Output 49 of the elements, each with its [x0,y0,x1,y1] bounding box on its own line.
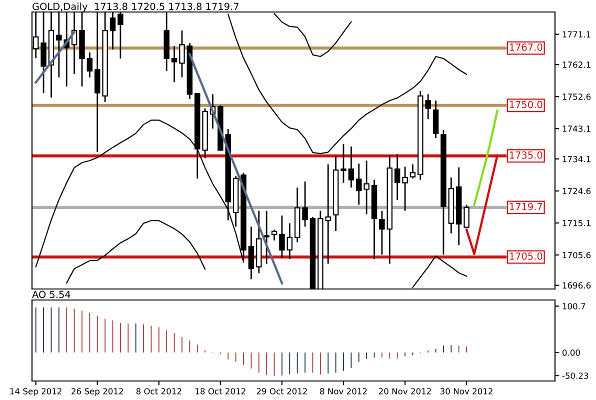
candlestick [402,166,408,212]
chart-title: AO 5.54 [32,290,70,298]
y-tick-label: 1762.1 [562,62,590,68]
candlestick [279,214,285,258]
candlestick [171,45,178,83]
x-tick-label: 30 Nov 2012 [440,388,492,394]
ref-line-label: 1705.0 [510,252,542,260]
y-tick-label: 1724.6 [562,188,591,194]
ref-line-label: 1750.0 [510,100,542,108]
y-tick-label: 100.7 [562,303,586,310]
candlestick [179,30,185,78]
candlestick [264,210,270,264]
candlestick [271,228,278,242]
candlestick [348,146,354,188]
x-tick-label: 26 Sep 2012 [72,388,123,396]
y-tick-label: 1696.6 [562,282,591,289]
candlestick [86,52,93,78]
x-tick-label: 14 Sep 2012 [10,388,62,396]
candlestick [394,154,400,201]
candlestick [410,164,416,180]
candlestick [340,143,346,184]
y-tick-label: 0.00 [562,349,580,356]
candlestick [356,162,362,206]
x-tick-label: 29 Oct 2012 [256,388,307,394]
line-series [188,53,284,284]
y-tick-label: 1743.1 [562,126,590,132]
candlestick [286,222,293,260]
y-tick-label: 1715.1 [562,220,590,226]
x-tick-label: 18 Oct 2012 [196,388,246,394]
candlestick [464,204,470,228]
y-tick-label: 1734.1 [562,156,590,162]
y-tick-label: -50.23 [562,372,588,379]
x-tick-label: 8 Nov 2012 [320,388,367,394]
y-tick-label: 1771.1 [562,31,590,38]
ref-line-label: 1719.7 [510,202,542,210]
candlestick [364,160,370,215]
candlestick [432,100,439,139]
candlestick [248,226,254,280]
ref-line-label: 1735.0 [510,151,542,159]
line-series [66,220,206,284]
candlestick [302,180,308,228]
x-tick-label: 8 Oct 2012 [136,388,182,394]
y-tick-label: 1705.6 [562,252,591,258]
candlestick [379,210,385,256]
chart-title: GOLD,Daily 1713.8 1720.5 1713.8 1719.7 [32,2,238,12]
line-series [473,110,498,206]
ref-line-label: 1767.0 [510,44,542,51]
x-tick-label: 20 Nov 2012 [378,388,431,394]
y-tick-label: 1752.6 [562,94,591,100]
